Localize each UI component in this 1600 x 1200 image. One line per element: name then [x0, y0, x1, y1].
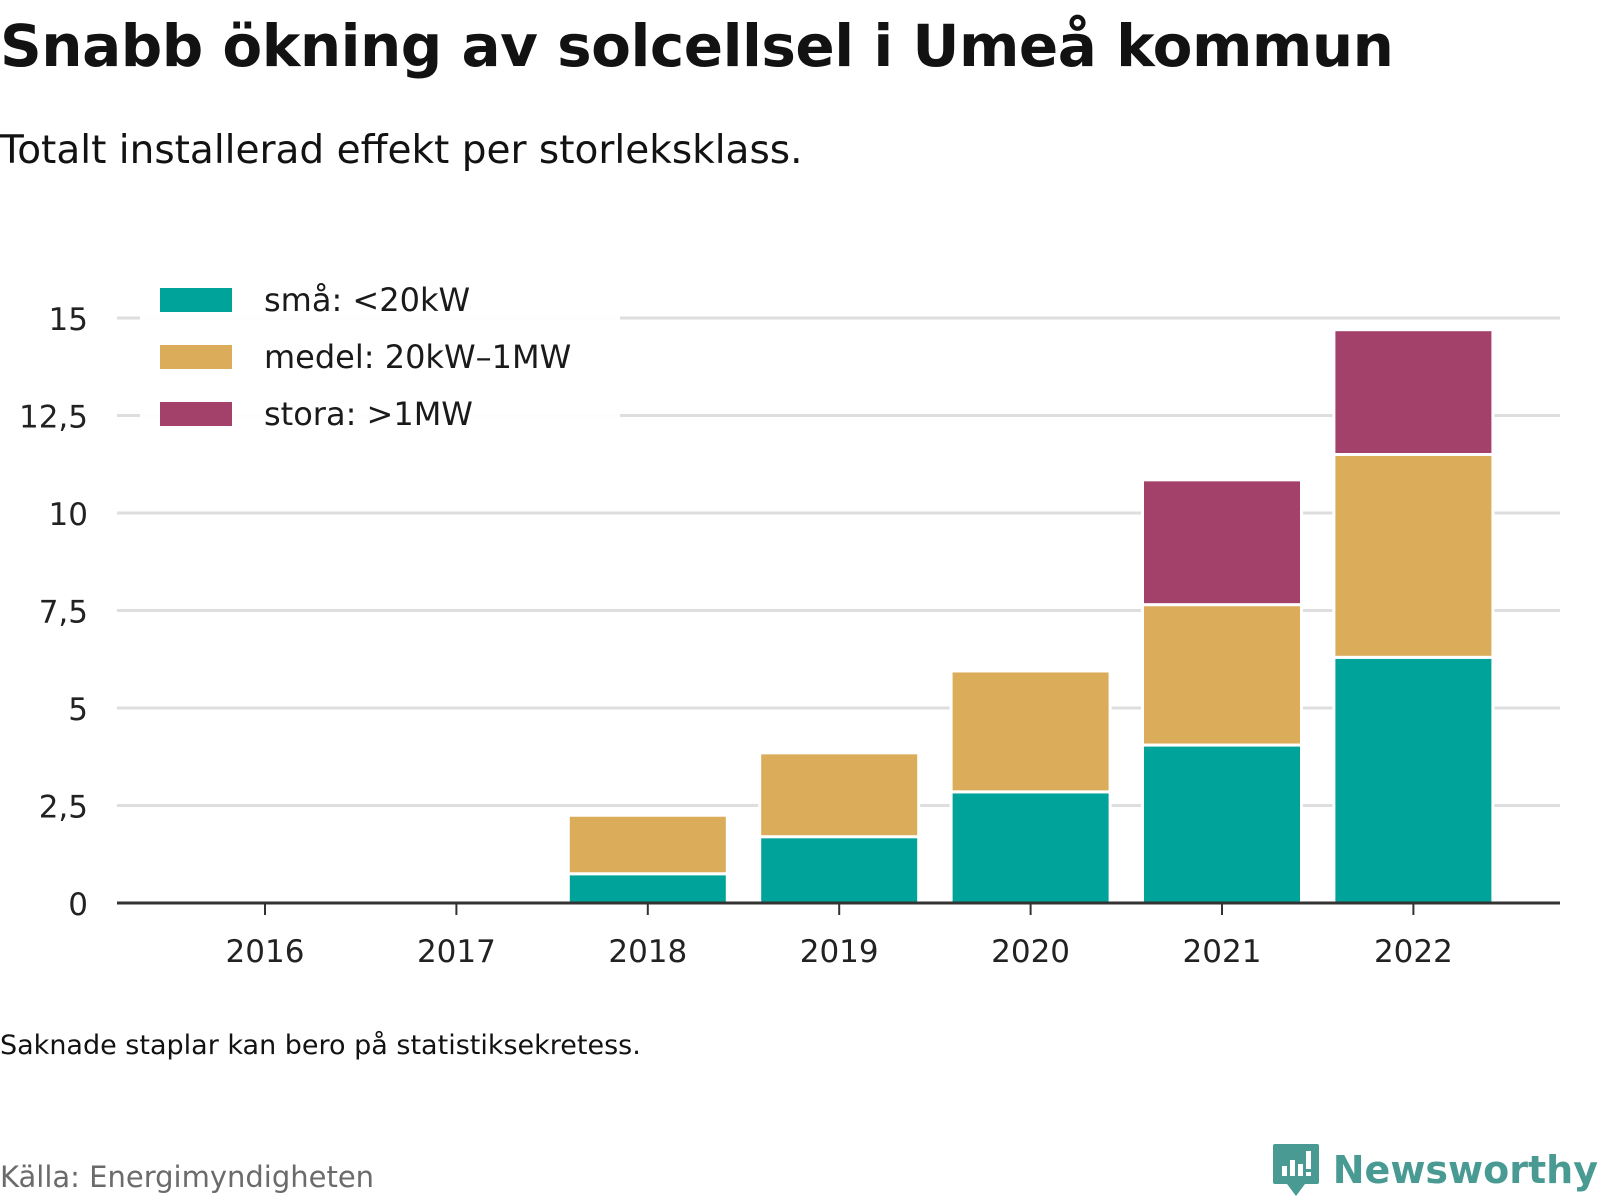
y-tick-label: 0: [68, 887, 88, 923]
bar-segment: [1332, 328, 1495, 457]
y-tick-label: 10: [49, 497, 88, 533]
legend-label: stora: >1MW: [264, 395, 473, 433]
x-tick-label: 2018: [608, 934, 687, 970]
x-tick-label: 2020: [991, 934, 1070, 970]
brand-name: Newsworthy: [1332, 1148, 1598, 1192]
x-tick-label: 2022: [1374, 934, 1453, 970]
legend-swatch: [160, 402, 232, 426]
bar-segment: [1332, 453, 1495, 659]
x-tick-label: 2021: [1183, 934, 1262, 970]
axes: 0 2,5 5 7,5 10 12,5 15 2016 2017 2018 2019 2020 2021…: [19, 302, 1560, 970]
x-tick-label: 2019: [800, 934, 879, 970]
bars: [566, 328, 1495, 905]
bar-segment: [1141, 603, 1303, 747]
legend: små: <20kW medel: 20kW–1MW stora: >1MW: [140, 265, 620, 435]
legend-label: små: <20kW: [264, 281, 470, 319]
y-tick-label: 5: [68, 692, 88, 728]
bar-segment: [1141, 743, 1303, 905]
newsworthy-logo-icon: [1272, 1144, 1319, 1196]
bar-segment: [758, 751, 921, 839]
bar-segment: [1141, 478, 1303, 607]
y-tick-label: 2,5: [39, 790, 88, 826]
bar-segment: [1332, 655, 1495, 905]
bar-segment: [566, 872, 729, 905]
legend-swatch: [160, 288, 232, 312]
legend-label: medel: 20kW–1MW: [264, 338, 571, 376]
bar-segment: [949, 790, 1112, 905]
chart-subtitle: Totalt installerad effekt per storlekskl…: [0, 128, 803, 173]
bar-segment: [949, 669, 1112, 794]
y-tick-label: 7,5: [39, 595, 88, 631]
stacked-bar-chart: 0 2,5 5 7,5 10 12,5 15 2016 2017 2018 2019 2020 2021…: [18, 265, 1560, 970]
legend-swatch: [160, 345, 232, 369]
y-tick-label: 15: [49, 302, 88, 338]
bar-segment: [758, 835, 921, 905]
bar-segment: [566, 813, 729, 876]
brand-logo: Newsworthy: [1271, 1140, 1598, 1200]
source-text: Källa: Energimyndigheten: [0, 1160, 375, 1194]
x-tick-label: 2016: [226, 934, 305, 970]
y-tick-label: 12,5: [19, 400, 88, 436]
chart-title: Snabb ökning av solcellsel i Umeå kommun: [0, 12, 1394, 80]
x-tick-label: 2017: [417, 934, 496, 970]
footnote: Saknade staplar kan bero på statistiksek…: [0, 1030, 641, 1061]
